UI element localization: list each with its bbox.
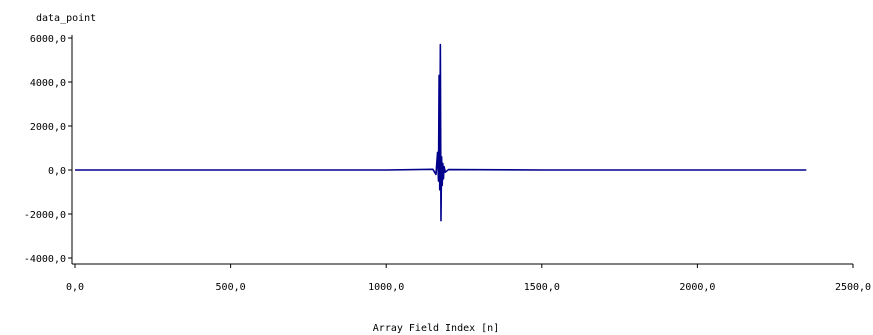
axis-ticks: -4000,0 -2000,0 0,0 2000,0 4000,0 6000,0 0,0 50… [24, 34, 871, 293]
x-tick-label: 1500,0 [524, 282, 560, 293]
y-tick-label: 2000,0 [30, 122, 66, 133]
x-tick-label: 500,0 [216, 282, 246, 293]
y-tick-label: -2000,0 [24, 210, 66, 221]
x-tick-label: 0,0 [66, 282, 84, 293]
x-tick-label: 1000,0 [368, 282, 404, 293]
x-tick-label: 2500,0 [835, 282, 871, 293]
x-axis-label: Array Field Index [n] [373, 323, 499, 334]
y-tick-label: 6000,0 [30, 34, 66, 45]
y-tick-label: -4000,0 [24, 254, 66, 265]
y-tick-label: 4000,0 [30, 78, 66, 89]
plot-area [75, 43, 807, 222]
y-axis-label: data_point [36, 13, 96, 24]
x-tick-label: 2000,0 [679, 282, 715, 293]
y-tick-label: 0,0 [48, 166, 66, 177]
series-line [75, 43, 807, 222]
